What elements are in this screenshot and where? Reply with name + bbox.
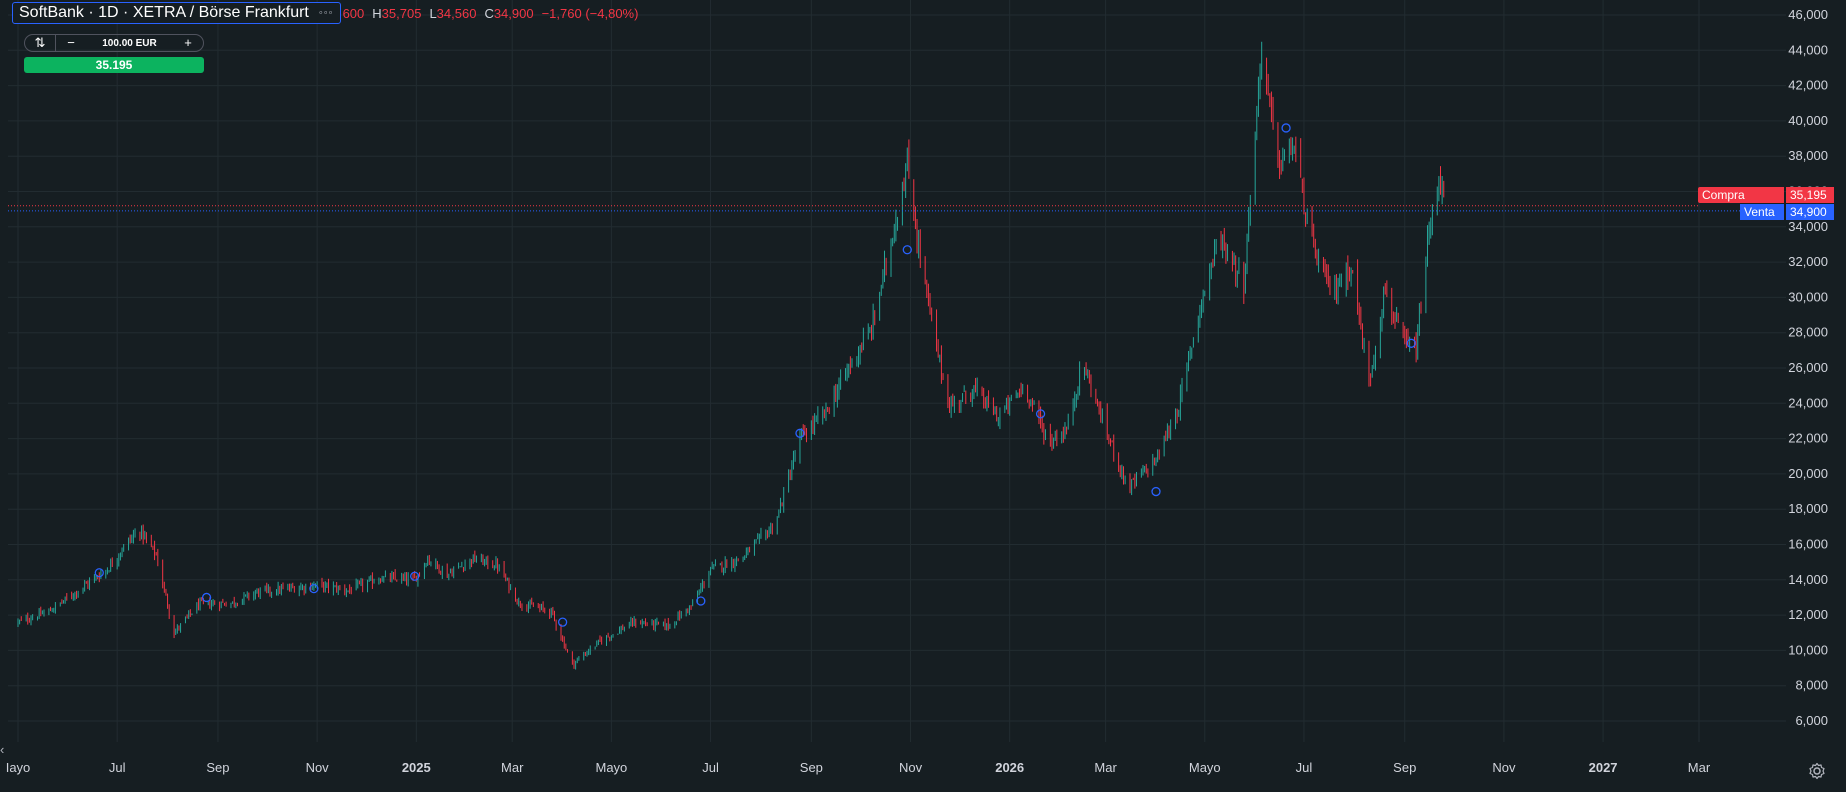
- low-key: L: [429, 5, 437, 21]
- event-marker[interactable]: [1151, 486, 1161, 497]
- scroll-left-icon[interactable]: ‹: [0, 742, 5, 757]
- price-axis: 46,00044,00042,00040,00038,00036,00034,0…: [1788, 7, 1828, 728]
- event-marker[interactable]: [696, 596, 706, 606]
- y-tick-label: 18,000: [1788, 501, 1828, 516]
- y-tick-label: 42,000: [1788, 78, 1828, 93]
- y-tick-label: 32,000: [1788, 254, 1828, 269]
- event-marker[interactable]: [1035, 409, 1046, 419]
- x-tick-label: 2025: [402, 760, 431, 775]
- y-tick-label: 34,000: [1788, 219, 1828, 234]
- increase-quantity-button[interactable]: +: [184, 35, 192, 50]
- event-marker[interactable]: [201, 592, 212, 603]
- x-tick-label: Sep: [206, 760, 229, 775]
- open-value: 600: [342, 5, 365, 21]
- x-tick-label: Nov: [306, 760, 330, 775]
- high-key: H: [372, 5, 382, 21]
- y-tick-label: 24,000: [1788, 395, 1828, 410]
- change-value: −1,760 (−4,80%): [541, 5, 639, 21]
- x-tick-label: Iayo: [6, 760, 31, 775]
- x-tick-label: Nov: [1492, 760, 1516, 775]
- y-tick-label: 12,000: [1788, 607, 1828, 622]
- y-tick-label: 16,000: [1788, 537, 1828, 552]
- symbol-legend: SoftBank · 1D · XETRA / Börse Frankfurt …: [12, 2, 638, 24]
- quantity-input[interactable]: 100.00 EUR: [102, 37, 157, 49]
- y-tick-label: 14,000: [1788, 572, 1828, 587]
- x-tick-label: Jul: [1296, 760, 1313, 775]
- y-tick-label: 8,000: [1795, 678, 1828, 693]
- buy-price-value: 35,195: [1786, 187, 1834, 203]
- y-tick-label: 40,000: [1788, 113, 1828, 128]
- x-tick-label: 2026: [995, 760, 1024, 775]
- y-tick-label: 44,000: [1788, 42, 1828, 57]
- y-tick-label: 30,000: [1788, 289, 1828, 304]
- x-tick-label: Jul: [109, 760, 126, 775]
- sell-price-value: 34,900: [1786, 204, 1834, 220]
- y-tick-label: 28,000: [1788, 325, 1828, 340]
- trade-price-button[interactable]: 35.195: [24, 57, 204, 73]
- last-price-lines: [8, 205, 1740, 212]
- event-marker[interactable]: [309, 583, 319, 594]
- x-tick-label: Sep: [1393, 760, 1416, 775]
- x-tick-label: Sep: [800, 760, 823, 775]
- sell-price-label: Venta: [1740, 204, 1784, 220]
- x-tick-label: Nov: [899, 760, 923, 775]
- y-tick-label: 20,000: [1788, 466, 1828, 481]
- event-markers: [94, 123, 1416, 627]
- symbol-title[interactable]: SoftBank · 1D · XETRA / Börse Frankfurt: [19, 4, 309, 21]
- event-marker[interactable]: [557, 617, 568, 627]
- x-tick-label: Mar: [1688, 760, 1711, 775]
- more-dots-icon[interactable]: ◦◦◦: [318, 7, 334, 19]
- chart-grid: [8, 0, 1786, 742]
- close-key: C: [484, 5, 494, 21]
- buy-price-label: Compra: [1698, 187, 1784, 203]
- symbol-title-box[interactable]: SoftBank · 1D · XETRA / Börse Frankfurt …: [12, 2, 341, 24]
- x-tick-label: 2027: [1589, 760, 1618, 775]
- candlestick-series: [17, 41, 1445, 670]
- event-marker[interactable]: [1406, 338, 1416, 348]
- quantity-widget: ⇅ − 100.00 EUR +: [24, 34, 204, 52]
- event-marker[interactable]: [902, 245, 912, 255]
- y-tick-label: 38,000: [1788, 148, 1828, 163]
- decrease-quantity-button[interactable]: −: [67, 35, 75, 50]
- low-value: 34,560: [436, 5, 477, 21]
- settings-icon[interactable]: [1808, 762, 1826, 780]
- x-tick-label: Jul: [702, 760, 719, 775]
- y-tick-label: 46,000: [1788, 7, 1828, 22]
- y-tick-label: 6,000: [1795, 713, 1828, 728]
- high-value: 35,705: [381, 5, 422, 21]
- time-axis: Iayo Jul Sep Nov 2025 Mar Mayo Jul Sep Nov 2026 Mar…: [6, 760, 1711, 775]
- event-marker[interactable]: [795, 428, 805, 438]
- y-tick-label: 22,000: [1788, 431, 1828, 446]
- swap-icon[interactable]: ⇅: [25, 35, 56, 51]
- y-tick-label: 10,000: [1788, 642, 1828, 657]
- x-tick-label: Mayo: [595, 760, 627, 775]
- x-tick-label: Mar: [501, 760, 524, 775]
- y-tick-label: 26,000: [1788, 360, 1828, 375]
- close-value: 34,900: [493, 5, 534, 21]
- x-tick-label: Mayo: [1189, 760, 1221, 775]
- event-marker[interactable]: [1281, 123, 1291, 133]
- ohlc-values: 600 H 35,705 L 34,560 C 34,900 −1,760 (−…: [343, 6, 639, 21]
- event-marker[interactable]: [410, 571, 420, 581]
- event-marker[interactable]: [94, 568, 104, 578]
- x-tick-label: Mar: [1094, 760, 1117, 775]
